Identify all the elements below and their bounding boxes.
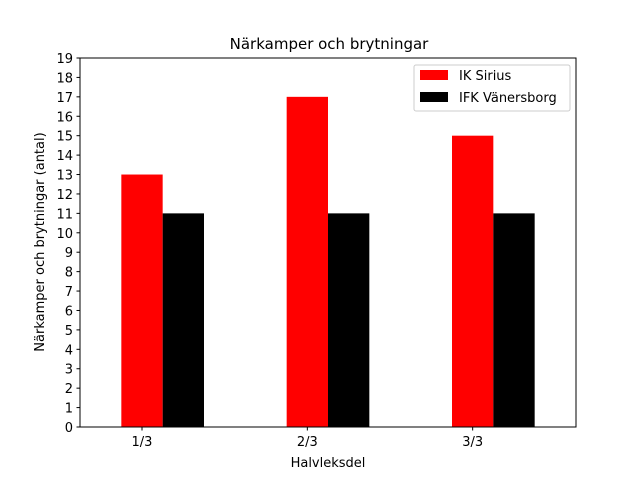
legend-box bbox=[413, 64, 571, 112]
y-tick-label: 14 bbox=[56, 149, 73, 164]
legend-swatch-1 bbox=[420, 70, 448, 80]
legend-label-2: IFK Vänersborg bbox=[459, 91, 557, 106]
y-tick-label: 15 bbox=[56, 130, 73, 145]
y-tick-label: 18 bbox=[56, 71, 73, 86]
y-tick-label: 8 bbox=[65, 266, 73, 281]
y-tick-label: 19 bbox=[56, 52, 73, 67]
legend: IK Sirius IFK Vänersborg bbox=[413, 64, 571, 112]
y-tick-label: 3 bbox=[65, 363, 73, 378]
y-tick-label: 10 bbox=[56, 227, 73, 242]
plot-frame bbox=[79, 57, 577, 428]
y-tick-label: 6 bbox=[65, 304, 73, 319]
y-tick-label: 16 bbox=[56, 110, 73, 125]
legend-swatch-2 bbox=[420, 92, 448, 102]
x-axis-label: Halvleksdel bbox=[291, 456, 366, 471]
bar-series-1-1 bbox=[121, 174, 163, 427]
chart-title: Närkamper och brytningar bbox=[230, 35, 430, 53]
legend-label-1: IK Sirius bbox=[459, 69, 512, 84]
y-tick-label: 17 bbox=[56, 91, 73, 106]
x-tick-label: 1/3 bbox=[132, 435, 153, 450]
bar-series-2-2 bbox=[328, 213, 370, 427]
y-tick-label: 1 bbox=[65, 402, 73, 417]
y-tick-label: 11 bbox=[56, 207, 73, 222]
y-tick-label: 4 bbox=[65, 343, 73, 358]
y-tick-label: 0 bbox=[65, 421, 73, 436]
y-axis-label: Närkamper och brytningar (antal) bbox=[33, 132, 48, 351]
x-tick-label: 2/3 bbox=[297, 435, 318, 450]
y-tick-label: 5 bbox=[65, 324, 73, 339]
y-tick-label: 12 bbox=[56, 188, 73, 203]
y-tick-label: 2 bbox=[65, 382, 73, 397]
y-tick-label: 9 bbox=[65, 246, 73, 261]
bar-series-1-2 bbox=[286, 96, 328, 427]
y-tick-label: 13 bbox=[56, 169, 73, 184]
y-tick-label: 7 bbox=[65, 285, 73, 300]
bar-series-2-3 bbox=[493, 213, 535, 427]
bars-group bbox=[121, 96, 535, 427]
bar-series-2-1 bbox=[162, 213, 204, 427]
bar-series-1-3 bbox=[452, 135, 494, 427]
x-tick-label: 3/3 bbox=[462, 435, 483, 450]
x-axis-ticks: 1/3 2/3 3/3 bbox=[132, 427, 483, 450]
